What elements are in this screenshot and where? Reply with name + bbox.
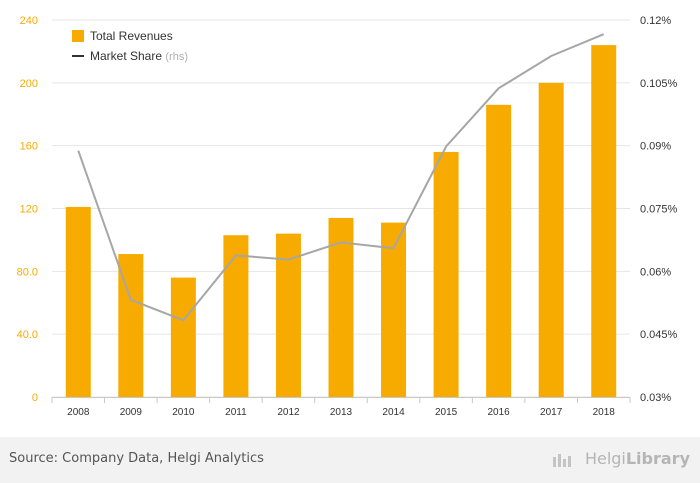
right-axis-tick-label: 0.075% [640, 204, 678, 216]
left-axis-tick-label: 200 [20, 78, 38, 90]
revenue-bar [65, 206, 91, 397]
left-axis-tick-label: 40.0 [17, 329, 38, 341]
left-axis-tick-label: 80.0 [17, 266, 38, 278]
left-axis-tick-label: 160 [20, 141, 38, 153]
helgi-library-logo-icon [553, 454, 571, 467]
market-share-polyline [77, 33, 605, 322]
revenue-bar [275, 233, 301, 397]
x-axis-tick-label: 2018 [593, 407, 616, 418]
bars [65, 45, 617, 398]
x-axis-tick-label: 2015 [435, 407, 458, 418]
x-axis: 2008 2009 2010 2011 2012 2013 2014 2015 2016 2017… [51, 397, 631, 418]
right-axis-tick-label: 0.12% [640, 15, 671, 27]
source-note: Source: Company Data, Helgi Analytics [9, 451, 264, 466]
legend-label-revenues: Total Revenues [90, 29, 173, 43]
x-axis-tick-label: 2008 [67, 407, 90, 418]
right-axis-tick-label: 0.045% [640, 329, 678, 341]
x-axis-tick-label: 2012 [277, 407, 300, 418]
revenue-bar [486, 104, 512, 397]
revenue-bar [223, 235, 249, 397]
left-axis-tick-label: 120 [20, 204, 38, 216]
legend-swatch-revenues [72, 30, 84, 42]
market-share-line [77, 33, 605, 322]
legend: Total Revenues Market Share (rhs) [72, 29, 188, 63]
right-axis-ticks: 0.03% 0.045% 0.06% 0.075% 0.09% 0.105% 0.12% [640, 15, 678, 404]
right-axis-tick-label: 0.105% [640, 78, 678, 90]
revenue-bar [538, 82, 564, 397]
left-axis-tick-label: 240 [20, 15, 38, 27]
footer: Source: Company Data, Helgi Analytics He… [0, 437, 700, 483]
x-axis-tick-label: 2009 [120, 407, 143, 418]
revenue-bar [328, 217, 354, 397]
revenue-bar [591, 45, 617, 398]
left-axis-tick-label: 0 [32, 392, 38, 404]
legend-label-share: Market Share (rhs) [90, 49, 188, 63]
x-axis-tick-label: 2013 [330, 407, 353, 418]
left-axis-ticks: 0 40.0 80.0 120 160 200 240 [17, 15, 38, 404]
x-axis-tick-label: 2017 [540, 407, 563, 418]
x-axis-tick-label: 2010 [172, 407, 195, 418]
x-axis-tick-label: 2011 [225, 407, 247, 418]
right-axis-tick-label: 0.09% [640, 141, 671, 153]
right-axis-tick-label: 0.03% [640, 392, 671, 404]
revenue-bar [170, 277, 196, 397]
right-axis-tick-label: 0.06% [640, 266, 671, 278]
x-axis-tick-label: 2014 [382, 407, 405, 418]
revenue-bar [433, 151, 459, 397]
revenue-bar [381, 222, 407, 397]
x-axis-tick-label: 2016 [488, 407, 511, 418]
brand-logo: HelgiLibrary [584, 449, 690, 468]
